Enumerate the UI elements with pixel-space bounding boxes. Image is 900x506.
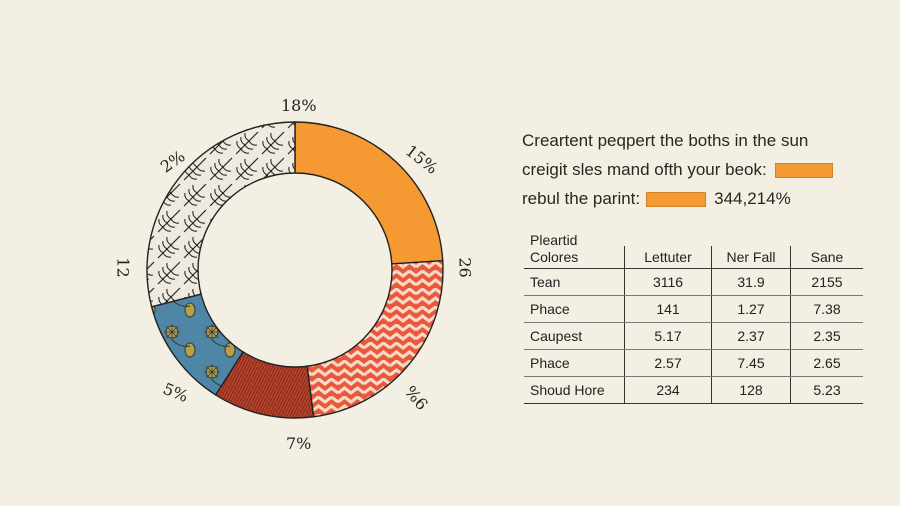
table-row: Tean 3116 31.9 2155 [524,268,863,296]
caption-line-3-value: 344,214% [714,189,791,208]
table-cell: 2.35 [790,322,863,350]
outer-label-3: 26 [455,257,475,278]
caption-swatch-1 [774,163,833,179]
table-row: Phace 2.57 7.45 2.65 [524,349,863,377]
table-cell: 3116 [624,268,712,296]
table-cell: 5.17 [624,322,712,350]
table-cell: 2155 [790,268,863,296]
table-cell: 2.37 [711,322,791,350]
outer-label-5: 7% [286,434,312,453]
caption-block: Creartent peqpert the boths in the sun c… [522,126,862,213]
donut-chart [146,121,444,419]
table-cell: 141 [624,295,712,323]
table-cell: 7.38 [790,295,863,323]
table-cell: 2.65 [790,349,863,377]
table-cell: 2.57 [624,349,712,377]
caption-line-2: creigit sles mand ofth your beok: [522,155,862,184]
outer-label-1: 18% [281,96,317,115]
donut-hole [197,172,393,368]
table-cell: 128 [711,376,791,404]
caption-line-1: Creartent peqpert the boths in the sun [522,131,809,150]
table-cell: 234 [624,376,712,404]
table-cell: Shoud Hore [524,376,625,404]
table-cell: 1.27 [711,295,791,323]
table-cell: Tean [524,268,625,296]
data-table: Colores Lettuter Ner Fall Sane Tean 3116… [524,246,863,404]
table-cell: 5.23 [790,376,863,404]
table-title: Pleartid [530,232,578,248]
caption-swatch-2 [646,192,707,208]
col-header-ner-fall: Ner Fall [711,246,791,269]
col-header-colores: Colores [524,246,625,269]
table-row: Phace 141 1.27 7.38 [524,295,863,323]
caption-line-3-text: rebul the parint: [522,189,641,208]
table-cell: Phace [524,295,625,323]
col-header-lettuter: Lettuter [624,246,712,269]
table-cell: Caupest [524,322,625,350]
table-cell: 7.45 [711,349,791,377]
caption-line-3: rebul the parint: 344,214% [522,184,862,213]
table-cell: 31.9 [711,268,791,296]
table-row: Shoud Hore 234 128 5.23 [524,376,863,404]
outer-label-7: 12 [113,257,133,278]
caption-line-2-text: creigit sles mand ofth your beok: [522,160,767,179]
table-header-row: Colores Lettuter Ner Fall Sane [524,246,863,269]
table-cell: Phace [524,349,625,377]
col-header-sane: Sane [790,246,863,269]
table-row: Caupest 5.17 2.37 2.35 [524,322,863,350]
